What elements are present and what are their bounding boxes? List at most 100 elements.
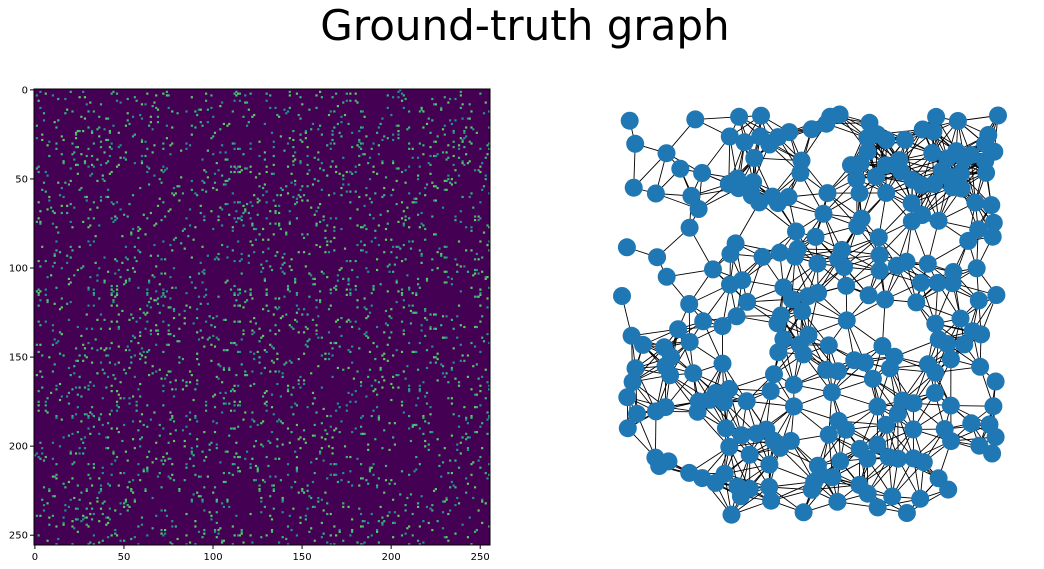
heatmap-cell <box>377 541 380 544</box>
heatmap-cell <box>281 188 284 191</box>
graph-node <box>786 247 804 266</box>
heatmap-cell <box>160 528 163 532</box>
heatmap-cell <box>224 402 227 405</box>
heatmap-cell <box>57 231 60 234</box>
heatmap-cell <box>249 147 252 150</box>
heatmap-cell <box>342 183 345 186</box>
heatmap-cell <box>450 178 453 181</box>
heatmap-cell <box>347 279 350 282</box>
heatmap-cell <box>359 425 363 428</box>
heatmap-cell <box>131 334 135 337</box>
heatmap-cell <box>51 457 54 460</box>
heatmap-cell <box>140 413 144 416</box>
heatmap-cell <box>160 181 163 184</box>
heatmap-cell <box>156 329 160 332</box>
heatmap-cell <box>326 174 329 177</box>
heatmap-cell <box>397 245 400 248</box>
heatmap-cell <box>308 272 311 275</box>
heatmap-cell <box>41 354 44 357</box>
heatmap-cell <box>279 267 282 270</box>
heatmap-cell <box>151 128 154 131</box>
heatmap-cell <box>368 470 372 473</box>
heatmap-cell <box>313 471 316 475</box>
heatmap-cell <box>245 374 249 377</box>
heatmap-cell <box>35 220 38 223</box>
heatmap-cell <box>384 238 388 241</box>
heatmap-cell <box>224 450 227 453</box>
heatmap-cell <box>425 183 429 186</box>
heatmap-cell <box>267 439 270 443</box>
heatmap-cell <box>41 498 44 501</box>
heatmap-cell <box>244 300 247 304</box>
heatmap-cell <box>222 122 225 126</box>
heatmap-cell <box>301 103 304 106</box>
heatmap-cell <box>229 341 233 345</box>
heatmap-cell <box>117 131 120 134</box>
heatmap-cell <box>108 361 111 364</box>
heatmap-cell <box>51 475 54 478</box>
heatmap-cell <box>310 527 313 530</box>
heatmap-cell <box>171 388 174 391</box>
heatmap-cell <box>212 334 215 337</box>
heatmap-cell <box>194 520 197 523</box>
graph-node <box>745 149 764 167</box>
heatmap-cell <box>44 92 47 95</box>
heatmap-cell <box>454 486 457 489</box>
heatmap-cell <box>119 512 122 516</box>
heatmap-cell <box>123 505 126 508</box>
heatmap-cell <box>226 256 229 259</box>
heatmap-cell <box>80 115 83 118</box>
heatmap-cell <box>224 349 227 352</box>
heatmap-cell <box>447 471 450 475</box>
heatmap-cell <box>244 167 247 170</box>
heatmap-cell <box>447 156 450 159</box>
heatmap-cell <box>262 420 265 423</box>
heatmap-cell <box>235 167 238 170</box>
heatmap-cell <box>190 188 193 191</box>
heatmap-cell <box>142 350 145 354</box>
heatmap-cell <box>188 306 192 309</box>
graph-node <box>971 357 990 376</box>
graph-node <box>877 183 896 202</box>
heatmap-cell <box>39 343 42 346</box>
heatmap-cell <box>434 154 437 158</box>
heatmap-cell <box>178 199 181 202</box>
heatmap-cell <box>319 452 322 455</box>
graph-node <box>925 175 944 194</box>
heatmap-cell <box>53 338 56 341</box>
graph-node <box>986 372 1005 391</box>
heatmap-cell <box>222 480 225 484</box>
heatmap-cell <box>206 176 209 179</box>
heatmap-cell <box>233 341 236 345</box>
graph-node <box>684 364 703 383</box>
heatmap-cell <box>479 92 482 95</box>
heatmap-cell <box>217 377 220 380</box>
heatmap-cell <box>169 411 172 414</box>
heatmap-cell <box>92 142 95 145</box>
heatmap-cell <box>336 122 339 126</box>
heatmap-cell <box>115 320 119 323</box>
heatmap-cell <box>358 140 361 143</box>
graph-node <box>961 146 980 164</box>
graph-node <box>727 307 746 326</box>
heatmap-cell <box>231 229 234 232</box>
heatmap-cell <box>365 194 368 197</box>
heatmap-cell <box>424 395 427 398</box>
heatmap-cell <box>301 489 304 492</box>
heatmap-cell <box>34 454 37 457</box>
heatmap-cell <box>359 249 363 252</box>
heatmap-cell <box>133 447 136 450</box>
heatmap-cell <box>374 388 377 391</box>
heatmap-cell <box>42 504 46 507</box>
heatmap-cell <box>105 138 108 142</box>
heatmap-cell <box>85 489 88 492</box>
heatmap-cell <box>395 279 398 282</box>
x-tick-label: 200 <box>382 552 401 563</box>
heatmap-cell <box>244 370 247 373</box>
heatmap-cell <box>349 470 352 473</box>
heatmap-cell <box>349 320 352 323</box>
heatmap-cell <box>457 156 461 159</box>
heatmap-cell <box>67 277 71 280</box>
heatmap-cell <box>133 133 136 136</box>
heatmap-cell <box>452 146 455 149</box>
